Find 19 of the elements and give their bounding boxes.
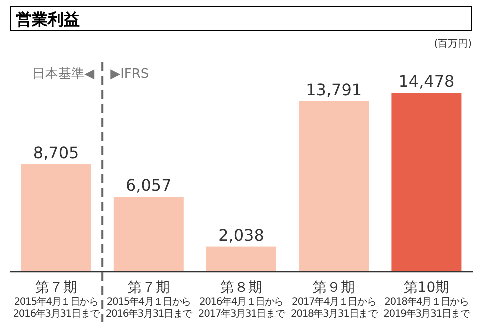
x-tick-label: 第７期 2015年4月１日から 2016年3月31日まで: [106, 280, 194, 320]
bar: [21, 164, 92, 272]
text: 日本基準◀: [32, 67, 95, 82]
chart-title: 営業利益: [16, 10, 80, 29]
bar: [206, 246, 276, 272]
data-label: 14,478: [398, 72, 455, 91]
bar: [114, 197, 184, 272]
data-label: 8,705: [33, 143, 80, 162]
bar: [392, 93, 462, 272]
bar: [299, 101, 370, 272]
data-label: 13,791: [306, 80, 362, 100]
x-tick-label: 第７期 2015年4月１日から 2016年3月31日まで: [13, 280, 102, 320]
x-tick-label: 第10期 2018年4月１日から 2019年3月31日まで: [384, 280, 472, 320]
x-tick-label: 第８期 2016年4月１日から 2017年3月31日まで: [198, 280, 286, 320]
text: ▶IFRS: [110, 67, 150, 82]
data-label: 2,038: [218, 226, 264, 245]
x-tick-label: 第９期 2017年4月１日から 2018年3月31日まで: [291, 280, 379, 320]
y-axis-title: (百万円): [434, 39, 472, 50]
data-label: 6,057: [126, 176, 172, 196]
